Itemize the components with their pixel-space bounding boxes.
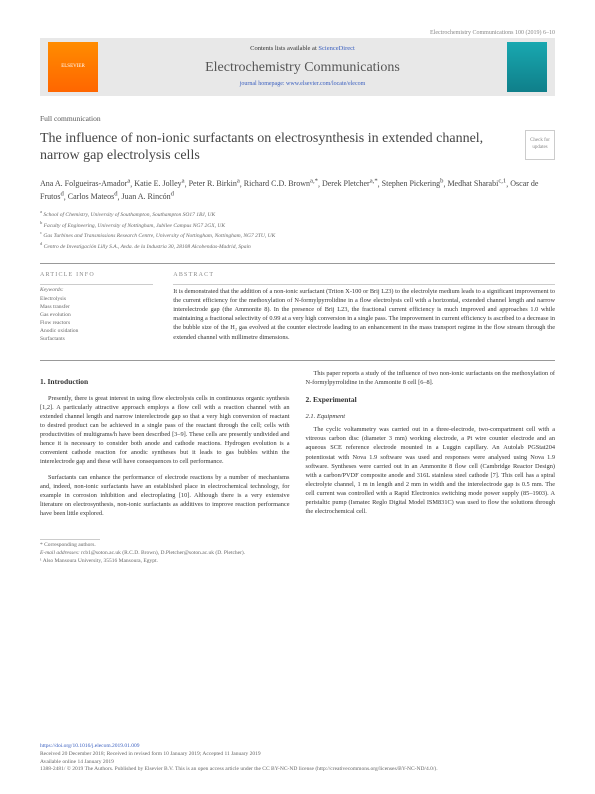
- keywords: Keywords: ElectrolysisMass transferGas e…: [40, 287, 153, 344]
- journal-title: Electrochemistry Communications: [98, 59, 507, 77]
- doi-link[interactable]: https://doi.org/10.1016/j.elecom.2019.01…: [40, 743, 555, 751]
- abstract-text: It is demonstrated that the addition of …: [173, 287, 555, 342]
- article-title: The influence of non-ionic surfactants o…: [40, 130, 515, 165]
- intro-heading: 1. Introduction: [40, 377, 290, 388]
- experimental-heading: 2. Experimental: [306, 395, 556, 406]
- page-citation: Electrochemistry Communications 100 (201…: [40, 30, 555, 38]
- affiliations: a School of Chemistry, University of Sou…: [40, 209, 555, 251]
- equipment-subheading: 2.1. Equipment: [306, 412, 556, 421]
- abstract-label: ABSTRACT: [173, 272, 555, 280]
- contents-link: Contents lists available at ScienceDirec…: [98, 45, 507, 53]
- journal-homepage[interactable]: journal homepage: www.elsevier.com/locat…: [98, 81, 507, 89]
- journal-cover-icon: [507, 42, 547, 92]
- elsevier-logo: ELSEVIER: [48, 42, 98, 92]
- authors-list: Ana A. Folgueiras-Amadora, Katie E. Joll…: [40, 177, 555, 204]
- article-footer: https://doi.org/10.1016/j.elecom.2019.01…: [40, 743, 555, 774]
- journal-header: ELSEVIER Contents lists available at Sci…: [40, 38, 555, 96]
- sciencedirect-link[interactable]: ScienceDirect: [318, 45, 354, 52]
- email-link[interactable]: rcb1@soton.ac.uk (R.C.D. Brown), D.Pletc…: [81, 550, 245, 556]
- check-updates-icon[interactable]: Check for updates: [525, 130, 555, 160]
- article-info-label: ARTICLE INFO: [40, 272, 153, 280]
- article-type: Full communication: [40, 114, 555, 124]
- corresponding-note: * Corresponding authors. E-mail addresse…: [40, 539, 555, 565]
- body-text: 1. Introduction Presently, there is grea…: [40, 369, 555, 524]
